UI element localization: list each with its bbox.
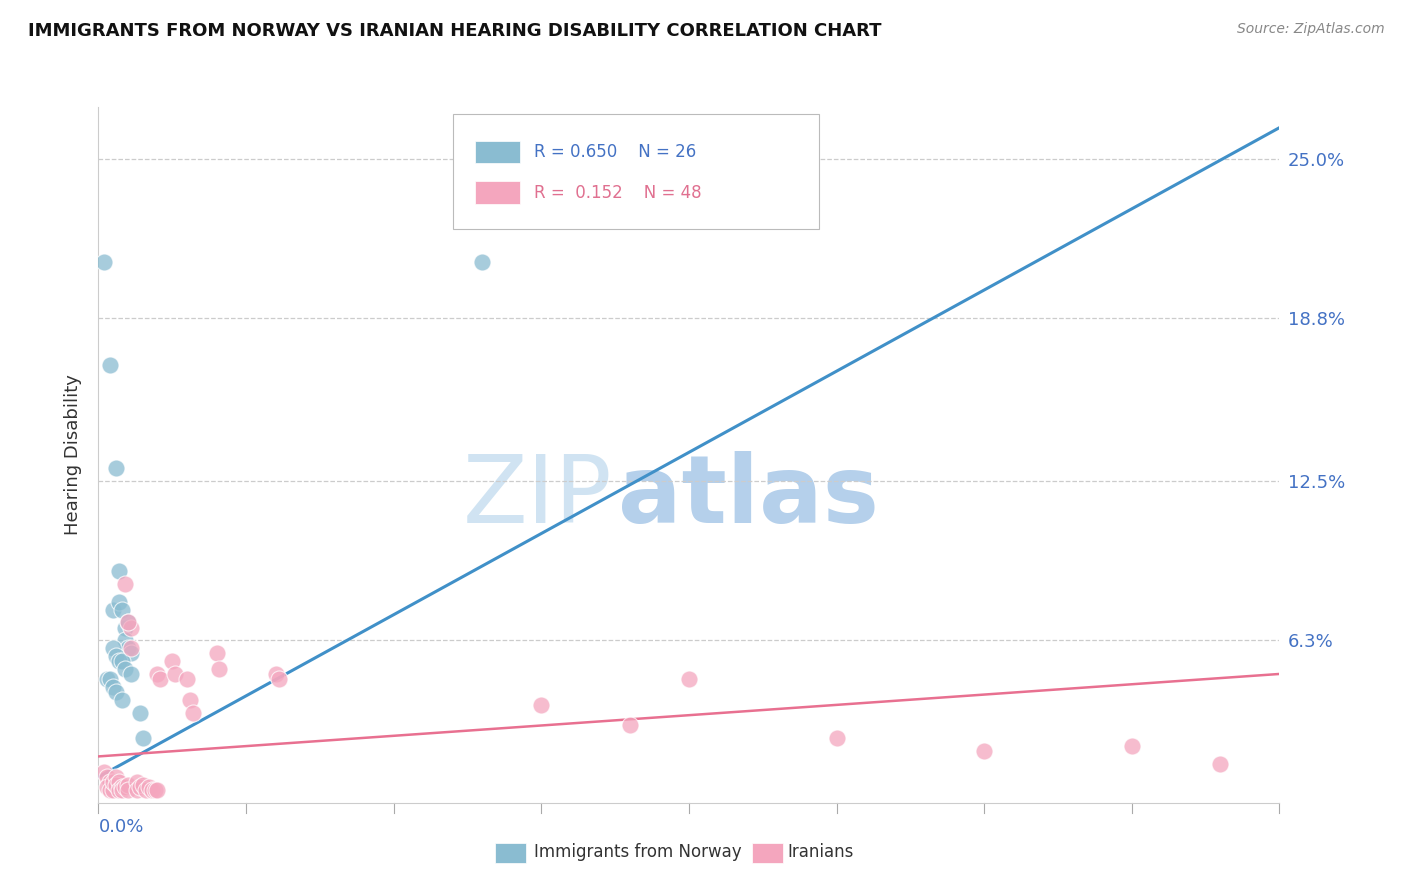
- Point: [120, 646, 142, 660]
- Point: [117, 615, 139, 630]
- Point: [105, 778, 128, 792]
- Point: [267, 672, 290, 686]
- Point: [114, 780, 136, 795]
- Point: [132, 731, 155, 746]
- Point: [176, 672, 198, 686]
- Point: [165, 667, 187, 681]
- Point: [108, 654, 131, 668]
- Point: [678, 672, 700, 686]
- Point: [105, 460, 128, 475]
- Point: [114, 621, 136, 635]
- Point: [103, 602, 125, 616]
- Point: [108, 775, 131, 789]
- Point: [96, 770, 118, 784]
- Point: [103, 641, 125, 656]
- Point: [111, 783, 134, 797]
- Point: [162, 654, 183, 668]
- Point: [128, 706, 150, 720]
- Text: R = 0.650    N = 26: R = 0.650 N = 26: [534, 144, 696, 161]
- Point: [138, 780, 160, 795]
- Point: [132, 778, 155, 792]
- Point: [98, 358, 121, 372]
- Point: [179, 692, 201, 706]
- Point: [205, 646, 228, 660]
- Point: [103, 783, 125, 797]
- Text: ZIP: ZIP: [463, 450, 612, 542]
- Point: [108, 783, 131, 797]
- Point: [103, 680, 125, 694]
- Point: [149, 672, 172, 686]
- Point: [117, 783, 139, 797]
- Point: [825, 731, 848, 746]
- Point: [530, 698, 553, 712]
- FancyBboxPatch shape: [475, 181, 520, 203]
- Point: [98, 672, 121, 686]
- Point: [128, 780, 150, 795]
- Point: [146, 783, 169, 797]
- Text: Immigrants from Norway: Immigrants from Norway: [534, 843, 742, 861]
- Text: atlas: atlas: [619, 450, 879, 542]
- Point: [93, 764, 115, 779]
- Text: Source: ZipAtlas.com: Source: ZipAtlas.com: [1237, 22, 1385, 37]
- Point: [98, 783, 121, 797]
- Point: [114, 662, 136, 676]
- Point: [111, 780, 134, 795]
- Point: [141, 783, 163, 797]
- Point: [111, 692, 134, 706]
- Point: [111, 602, 134, 616]
- Point: [973, 744, 995, 758]
- FancyBboxPatch shape: [475, 141, 520, 163]
- FancyBboxPatch shape: [453, 114, 818, 229]
- Point: [208, 662, 231, 676]
- Point: [108, 595, 131, 609]
- Point: [117, 778, 139, 792]
- Point: [114, 576, 136, 591]
- Point: [96, 672, 118, 686]
- Point: [105, 685, 128, 699]
- Point: [264, 667, 287, 681]
- Point: [114, 633, 136, 648]
- Point: [105, 648, 128, 663]
- Point: [117, 615, 139, 630]
- Point: [181, 706, 204, 720]
- Text: 0.0%: 0.0%: [98, 818, 143, 836]
- Point: [120, 641, 142, 656]
- Point: [117, 641, 139, 656]
- Point: [1209, 757, 1232, 772]
- Point: [1121, 739, 1143, 753]
- Text: Iranians: Iranians: [787, 843, 853, 861]
- Point: [619, 718, 641, 732]
- Point: [108, 564, 131, 578]
- Point: [103, 775, 125, 789]
- Point: [105, 770, 128, 784]
- Point: [96, 780, 118, 795]
- Point: [111, 654, 134, 668]
- Point: [135, 783, 157, 797]
- Point: [143, 783, 166, 797]
- Point: [93, 254, 115, 268]
- Text: IMMIGRANTS FROM NORWAY VS IRANIAN HEARING DISABILITY CORRELATION CHART: IMMIGRANTS FROM NORWAY VS IRANIAN HEARIN…: [28, 22, 882, 40]
- Y-axis label: Hearing Disability: Hearing Disability: [65, 375, 83, 535]
- Text: R =  0.152    N = 48: R = 0.152 N = 48: [534, 184, 702, 202]
- Point: [120, 667, 142, 681]
- Point: [125, 783, 148, 797]
- Point: [98, 775, 121, 789]
- Point: [146, 667, 169, 681]
- Point: [471, 254, 494, 268]
- Point: [120, 621, 142, 635]
- Point: [125, 775, 148, 789]
